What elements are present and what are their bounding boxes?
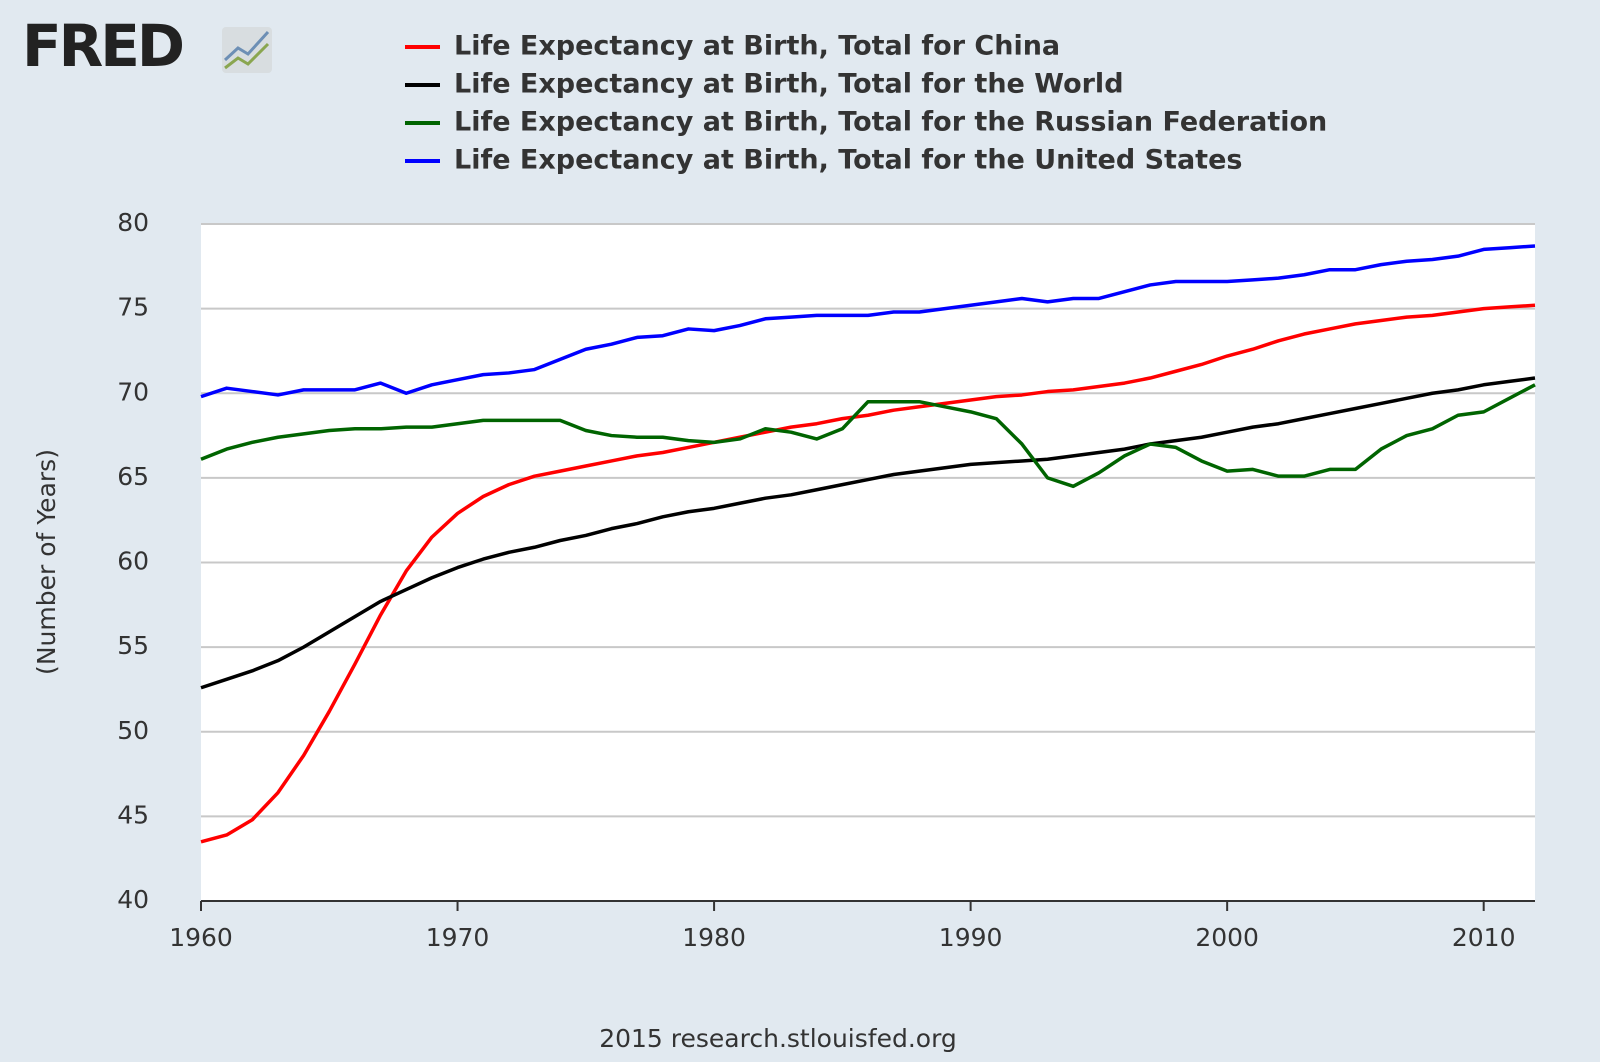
line-series	[200, 303, 1536, 844]
legend-label: Life Expectancy at Birth, Total for the …	[454, 107, 1327, 138]
x-tick-label: 1970	[426, 923, 490, 952]
y-tick-label: 75	[117, 293, 149, 322]
x-tick-label: 2000	[1195, 923, 1259, 952]
footer: 2015 research.stlouisfed.org	[599, 1024, 957, 1053]
y-tick-label: 65	[117, 462, 149, 491]
line-series	[200, 244, 1536, 399]
x-tick-label: 1960	[169, 923, 233, 952]
x-tick-label: 2010	[1452, 923, 1516, 952]
legend-label: Life Expectancy at Birth, Total for the …	[454, 145, 1242, 176]
y-tick-label: 50	[117, 716, 149, 745]
line-series	[200, 383, 1536, 489]
line-series	[200, 376, 1536, 690]
y-tick-label: 60	[117, 547, 149, 576]
y-axis-label: (Number of Years)	[32, 449, 61, 675]
logo: FRED	[22, 12, 183, 80]
legend-label: Life Expectancy at Birth, Total for Chin…	[454, 31, 1060, 62]
y-tick-label: 70	[117, 377, 149, 406]
legend-label: Life Expectancy at Birth, Total for the …	[454, 69, 1124, 100]
logo-icon	[222, 27, 272, 73]
y-tick-label: 55	[117, 631, 149, 660]
x-tick-label: 1990	[939, 923, 1003, 952]
y-tick-label: 80	[117, 208, 149, 237]
y-tick-label: 40	[117, 885, 149, 914]
y-tick-label: 45	[117, 800, 149, 829]
x-tick-label: 1980	[682, 923, 746, 952]
